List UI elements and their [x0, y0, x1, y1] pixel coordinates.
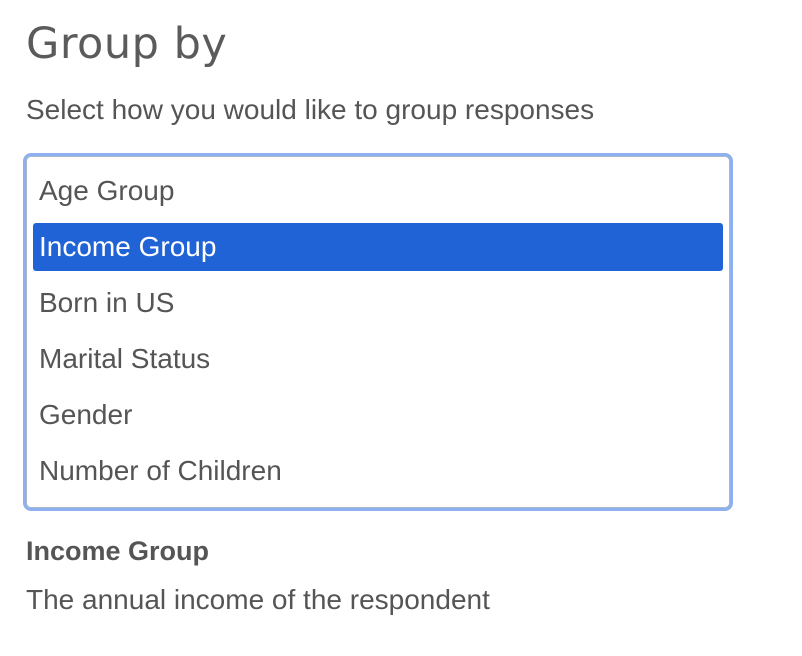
listbox-option-number-of-children[interactable]: Number of Children — [39, 455, 282, 486]
selected-option-title: Income Group — [26, 536, 210, 566]
listbox-option-age-group[interactable]: Age Group — [39, 175, 175, 206]
listbox-option-born-in-us[interactable]: Born in US — [39, 287, 175, 318]
page-title: Group by — [26, 19, 228, 69]
page-subtitle: Select how you would like to group respo… — [26, 94, 595, 125]
group-by-listbox[interactable]: Age Group Income Group Born in US Marita… — [26, 156, 730, 508]
listbox-option-gender[interactable]: Gender — [39, 399, 133, 430]
selected-option-description: The annual income of the respondent — [26, 584, 490, 615]
listbox-option-income-group[interactable]: Income Group — [33, 223, 723, 271]
listbox-option-marital-status[interactable]: Marital Status — [39, 343, 211, 374]
